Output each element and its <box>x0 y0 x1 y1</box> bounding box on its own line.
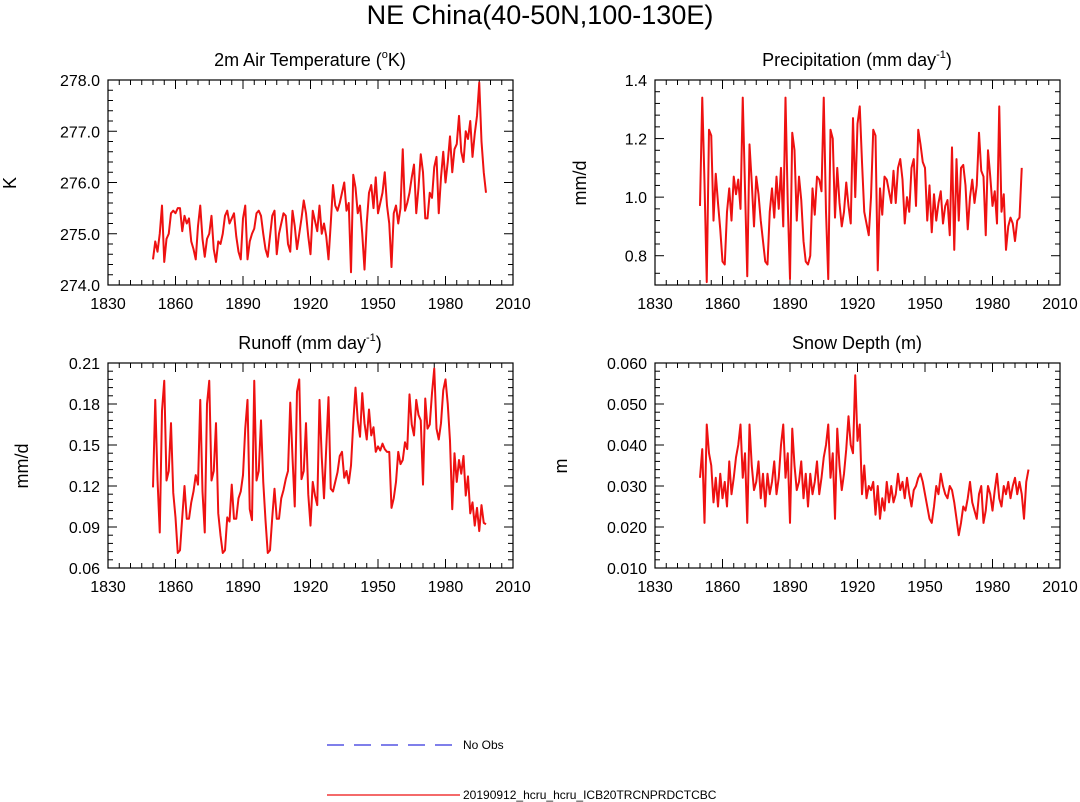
x-tick-label: 1920 <box>840 579 876 596</box>
panel-title: Runoff (mm day-1) <box>238 332 382 353</box>
y-tick-label: 0.010 <box>607 561 647 578</box>
y-tick-label: 0.040 <box>607 438 647 455</box>
x-tick-label: 1830 <box>637 296 673 313</box>
y-tick-label: 278.0 <box>60 73 100 90</box>
y-axis-label: K <box>0 177 20 189</box>
y-tick-label: 0.21 <box>69 356 100 373</box>
tick-group: 1830 1860 1890 1920 1950 1980 2010 0.010 0.020 0.… <box>607 356 1078 596</box>
x-tick-label: 1860 <box>705 296 741 313</box>
legend-entry-model-run: 20190912_hcru_hcru_ICB20TRCNPRDCTCBC <box>327 788 717 802</box>
y-axis-label: mm/d <box>12 444 32 489</box>
legend-entry-no-obs: No Obs <box>327 738 504 752</box>
x-tick-label: 1860 <box>158 579 194 596</box>
panel-snow-depth: Snow Depth (m) m 1830 1860 1890 1920 1950 198… <box>551 333 1078 596</box>
y-tick-label: 0.030 <box>607 479 647 496</box>
legend: No Obs 20190912_hcru_hcru_ICB20TRCNPRDCT… <box>327 738 717 802</box>
panel-title: Snow Depth (m) <box>792 333 922 353</box>
x-tick-label: 1980 <box>975 296 1011 313</box>
y-tick-label: 1.0 <box>625 190 647 207</box>
y-tick-label: 0.18 <box>69 397 100 414</box>
x-tick-label: 1920 <box>293 296 329 313</box>
x-tick-label: 1950 <box>907 296 943 313</box>
x-tick-label: 1980 <box>428 579 464 596</box>
panel-air-temperature: 2m Air Temperature (oK) K 1830 1860 1890 19… <box>0 49 531 313</box>
x-tick-label: 1980 <box>428 296 464 313</box>
x-tick-label: 1950 <box>360 296 396 313</box>
y-axis-label: mm/d <box>570 161 590 206</box>
x-tick-label: 1830 <box>90 296 126 313</box>
series-group <box>152 367 487 554</box>
y-tick-label: 1.4 <box>625 73 647 90</box>
legend-label: No Obs <box>463 738 504 752</box>
x-tick-label: 1890 <box>225 296 261 313</box>
panel-runoff: Runoff (mm day-1) mm/d 1830 1860 1890 1920 1… <box>12 332 531 596</box>
x-tick-label: 1890 <box>225 579 261 596</box>
tick-group: 1830 1860 1890 1920 1950 1980 2010 0.06 0.09 0.12… <box>69 356 531 596</box>
y-tick-label: 1.2 <box>625 132 647 149</box>
legend-label: 20190912_hcru_hcru_ICB20TRCNPRDCTCBC <box>463 788 717 802</box>
series-group <box>152 81 487 274</box>
y-tick-label: 274.0 <box>60 278 100 295</box>
plot-frame <box>654 362 1061 569</box>
panel-precipitation: Precipitation (mm day-1) mm/d 1830 1860 18… <box>570 49 1078 313</box>
y-tick-label: 0.020 <box>607 520 647 537</box>
y-tick-label: 0.8 <box>625 249 647 266</box>
x-tick-label: 2010 <box>1042 579 1078 596</box>
x-tick-label: 1830 <box>637 579 673 596</box>
series-line <box>152 367 487 554</box>
x-tick-label: 1860 <box>705 579 741 596</box>
x-tick-label: 1920 <box>293 579 329 596</box>
y-axis-label: m <box>551 459 571 474</box>
series-line <box>152 81 487 274</box>
series-group <box>699 374 1030 537</box>
x-tick-label: 1860 <box>158 296 194 313</box>
main-title: NE China(40-50N,100-130E) <box>367 0 714 30</box>
y-tick-label: 0.09 <box>69 520 100 537</box>
panel-title: Precipitation (mm day-1) <box>762 49 952 70</box>
x-tick-label: 1950 <box>907 579 943 596</box>
x-tick-label: 1980 <box>975 579 1011 596</box>
tick-group: 1830 1860 1890 1920 1950 1980 2010 0.8 1.0 1.2 1.4 <box>625 73 1078 313</box>
series-line <box>699 374 1030 537</box>
y-tick-label: 0.15 <box>69 438 100 455</box>
x-tick-label: 1950 <box>360 579 396 596</box>
tick-group: 1830 1860 1890 1920 1950 1980 2010 274.0 275.0 27… <box>60 73 531 313</box>
y-tick-label: 0.050 <box>607 397 647 414</box>
y-tick-label: 276.0 <box>60 176 100 193</box>
x-tick-label: 1830 <box>90 579 126 596</box>
series-line <box>699 96 1023 284</box>
panel-title: 2m Air Temperature (oK) <box>214 49 406 70</box>
x-tick-label: 2010 <box>495 296 531 313</box>
y-tick-label: 0.06 <box>69 561 100 578</box>
y-tick-label: 0.12 <box>69 479 100 496</box>
x-tick-label: 1920 <box>840 296 876 313</box>
x-tick-label: 1890 <box>772 296 808 313</box>
y-tick-label: 0.060 <box>607 356 647 373</box>
series-group <box>699 96 1023 284</box>
y-tick-label: 275.0 <box>60 227 100 244</box>
x-tick-label: 2010 <box>495 579 531 596</box>
y-tick-label: 277.0 <box>60 124 100 141</box>
x-tick-label: 1890 <box>772 579 808 596</box>
x-tick-label: 2010 <box>1042 296 1078 313</box>
